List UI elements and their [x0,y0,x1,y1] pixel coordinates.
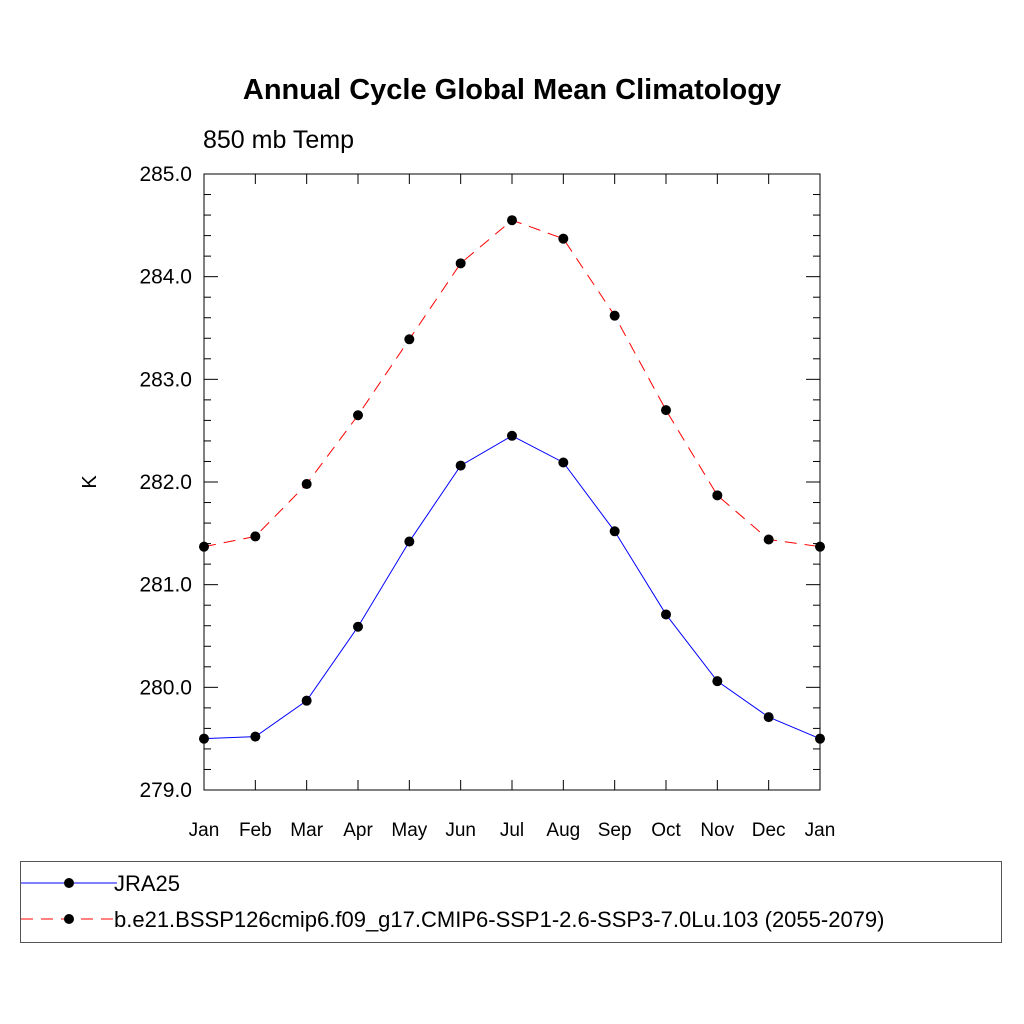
data-point [661,405,671,416]
series-line-1 [203,219,821,548]
data-point [301,479,312,490]
data-point [609,526,620,537]
x-tick-label: Jun [445,820,476,841]
data-point [250,731,261,742]
data-point [353,410,363,421]
plot-border [203,173,821,791]
data-point [609,310,620,321]
x-tick-label: Nov [700,820,734,841]
data-point [199,541,209,552]
legend-label-jra25: JRA25 [114,871,181,896]
x-tick-label: May [391,820,427,841]
chart-subtitle: 850 mb Temp [203,126,355,154]
x-axis: Jan Feb Mar Apr May Jun Jul Aug Sep Oct Nov Dec Jan [189,174,836,841]
data-point [455,460,466,471]
y-tick-label: 284.0 [139,266,192,289]
data-point [815,541,825,552]
data-point [455,258,466,269]
data-point [199,733,209,744]
x-tick-label: Mar [290,820,323,841]
y-tick-label: 279.0 [139,779,192,802]
y-tick-label: 282.0 [139,471,192,494]
data-point [507,430,517,441]
legend-label-ssp: b.e21.BSSP126cmip6.f09_g17.CMIP6-SSP1-2.… [114,907,885,932]
data-point [815,733,825,744]
y-tick-label: 283.0 [139,368,192,391]
data-point [558,233,569,244]
x-tick-label: Apr [343,820,373,841]
series-0 [199,430,825,744]
data-point [712,490,723,501]
data-point [404,334,415,345]
series-layer [199,215,825,744]
y-tick-label: 280.0 [139,676,192,699]
x-tick-label: Jul [500,820,524,841]
y-axis-label: K [79,475,101,489]
data-point [301,695,312,706]
x-tick-label: Jan [805,820,836,841]
y-tick-label: 281.0 [139,574,192,597]
legend-marker-ssp [64,914,74,924]
data-point [404,536,415,547]
data-point [763,534,774,545]
legend-swatches [21,878,117,924]
legend-marker-jra25 [64,878,74,888]
data-point [507,215,517,226]
x-tick-label: Feb [239,820,272,841]
data-point [353,621,363,632]
x-tick-label: Oct [651,820,681,841]
series-1 [199,215,825,552]
y-tick-label: 285.0 [139,163,192,186]
x-tick-label: Dec [752,820,786,841]
x-tick-label: Aug [546,820,580,841]
series-line-0 [203,435,821,740]
plot-frame [203,173,821,791]
data-point [661,609,671,620]
chart-title: Annual Cycle Global Mean Climatology [242,74,782,106]
legend: JRA25 b.e21.BSSP126cmip6.f09_g17.CMIP6-S… [20,861,1002,943]
data-point [712,676,723,687]
data-point [250,531,261,542]
x-tick-label: Sep [598,820,632,841]
x-tick-label: Jan [189,820,220,841]
data-point [763,712,774,723]
y-axis: 279.0 280.0 281.0 282.0 283.0 284.0 285.0 [139,163,820,802]
data-point [558,457,569,468]
